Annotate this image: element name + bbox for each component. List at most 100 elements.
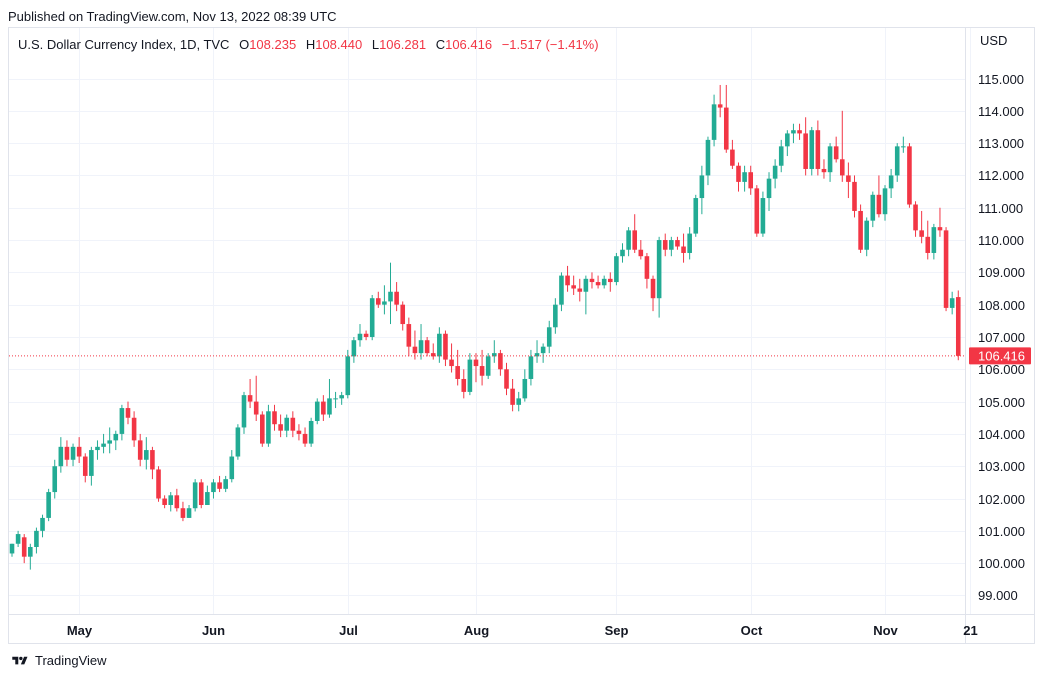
candle-body — [241, 395, 247, 428]
legend-close-label: C — [435, 37, 446, 52]
candle-body — [473, 359, 479, 367]
candle-body — [89, 450, 94, 476]
candle-body — [9, 543, 15, 554]
legend-high-label: H — [305, 37, 316, 52]
candle-body — [955, 297, 961, 356]
candle-body — [327, 398, 332, 415]
candle-body — [760, 198, 766, 234]
candle-body — [266, 411, 271, 444]
y-tick-label: 111.000 — [978, 201, 1023, 216]
candles — [9, 84, 961, 570]
symbol-legend[interactable]: U.S. Dollar Currency Index, 1D, TVC O108… — [18, 37, 599, 52]
brand-name: TradingView — [35, 653, 107, 668]
candle-body — [717, 104, 723, 108]
candle-body — [791, 130, 796, 134]
candle-body — [95, 446, 100, 451]
candle-body — [571, 285, 576, 289]
candle-body — [766, 178, 772, 199]
candle-body — [583, 278, 589, 292]
y-tick-label: 115.000 — [978, 72, 1024, 87]
legend-low-value: 106.281 — [379, 37, 427, 52]
candle-body — [894, 146, 900, 176]
candle-body — [467, 359, 473, 392]
x-tick-label: Oct — [741, 623, 763, 638]
candle-body — [394, 291, 399, 305]
candle-body — [107, 440, 112, 444]
candle-body — [314, 401, 320, 421]
candle-body — [253, 401, 259, 415]
candle-body — [192, 482, 198, 509]
y-tick-label: 100.000 — [978, 556, 1025, 571]
candle-body — [614, 256, 619, 283]
legend-change: −1.517 (−1.41%) — [501, 37, 599, 52]
candle-body — [681, 246, 686, 253]
x-tick-label: 21 — [963, 623, 977, 638]
candle-body — [919, 230, 924, 237]
candle-body — [943, 230, 949, 308]
candle-body — [278, 424, 283, 431]
candle-body — [162, 498, 167, 505]
candle-body — [559, 275, 564, 305]
candle-body — [925, 236, 931, 253]
candle-body — [882, 188, 888, 215]
candle-body — [711, 104, 717, 140]
candle-body — [174, 495, 180, 509]
candle-body — [669, 240, 674, 250]
candle-body — [437, 333, 442, 357]
last-price-marker: 106.416 — [9, 347, 1031, 365]
x-tick-label: Nov — [873, 623, 898, 638]
candle-body — [546, 327, 552, 347]
candle-body — [52, 466, 58, 493]
candle-body — [785, 133, 790, 147]
candle-body — [229, 456, 235, 480]
candle-body — [296, 430, 302, 434]
candle-body — [723, 107, 729, 150]
brand[interactable]: TradingView — [10, 653, 107, 668]
candle-body — [638, 249, 644, 257]
candle-body — [76, 446, 82, 457]
candle-body — [553, 304, 558, 328]
candle-body — [888, 175, 894, 189]
candle-body — [64, 446, 70, 460]
y-tick-label: 112.000 — [978, 168, 1024, 183]
y-tick-label: 114.000 — [978, 104, 1024, 119]
y-tick-label: 110.000 — [978, 233, 1024, 248]
candle-body — [290, 417, 296, 431]
candle-body — [852, 181, 857, 211]
y-tick-label: 104.000 — [978, 427, 1025, 442]
x-tick-label: Jul — [339, 623, 358, 638]
candle-body — [754, 188, 760, 234]
candle-body — [144, 450, 149, 460]
candle-body — [357, 333, 363, 341]
legend-close-value: 106.416 — [445, 37, 493, 52]
x-tick-label: Jun — [202, 623, 225, 638]
candle-body — [418, 340, 424, 354]
candle-body — [595, 282, 601, 286]
candle-body — [302, 433, 308, 444]
candle-body — [113, 433, 119, 441]
candle-body — [449, 359, 454, 367]
candle-body — [699, 175, 705, 199]
x-tick-label: Aug — [464, 623, 489, 638]
candle-body — [180, 508, 186, 518]
candle-body — [528, 356, 534, 379]
tradingview-logo-icon — [12, 656, 28, 664]
candle-body — [388, 291, 393, 302]
candle-body — [516, 398, 522, 405]
y-tick-label: 99.000 — [978, 588, 1018, 603]
candle-body — [803, 133, 808, 169]
candle-body — [931, 227, 937, 253]
candle-body — [21, 537, 27, 557]
candle-body — [430, 353, 436, 357]
candle-body — [540, 346, 546, 354]
currency-label[interactable]: USD — [980, 33, 1008, 48]
candle-body — [443, 333, 448, 360]
legend-open-value: 108.235 — [249, 37, 297, 52]
candle-body — [321, 401, 326, 415]
candle-body — [864, 220, 869, 250]
candle-body — [815, 130, 821, 169]
candle-body — [626, 230, 631, 250]
candle-body — [736, 165, 741, 182]
candle-body — [119, 408, 125, 434]
